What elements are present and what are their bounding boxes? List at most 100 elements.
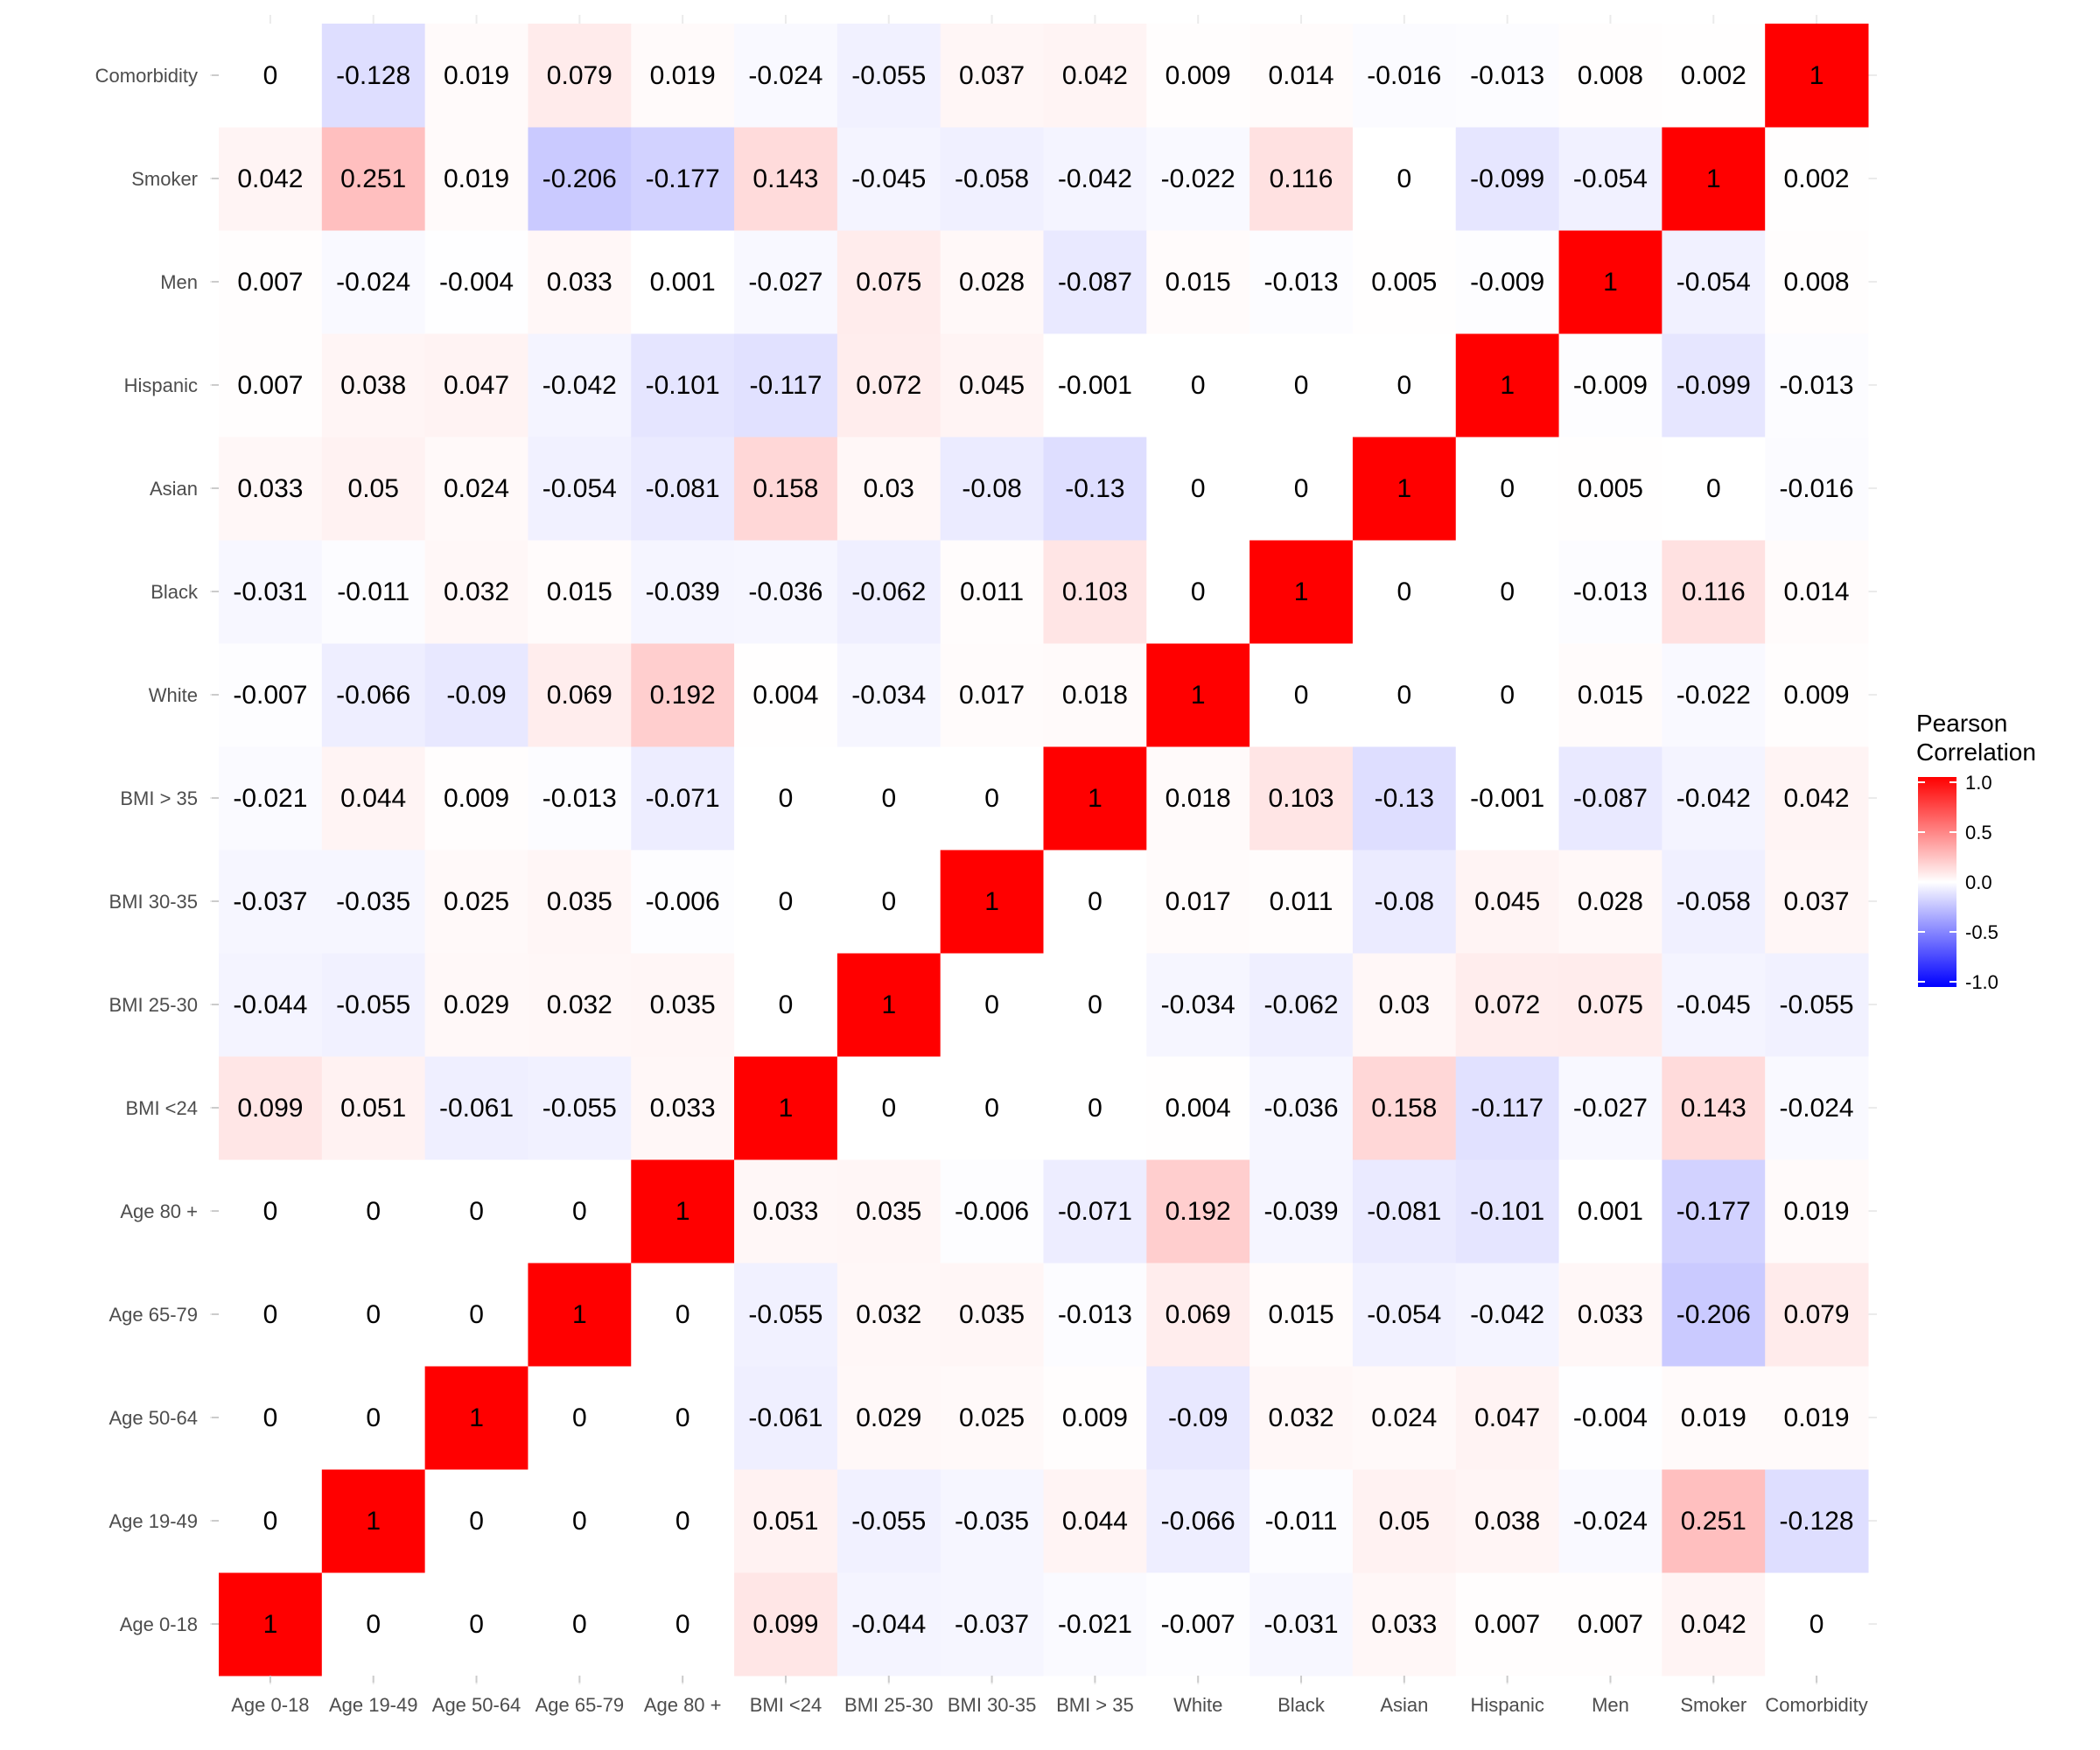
heatmap-cell — [1043, 1572, 1147, 1676]
heatmap-cell — [1250, 1366, 1354, 1470]
cell-value-label: -0.087 — [1058, 268, 1132, 297]
cell-value-label: 0.079 — [1784, 1300, 1850, 1329]
cell-value-label: -0.011 — [337, 578, 410, 606]
heatmap-cell — [1765, 24, 1869, 128]
heatmap-cell — [1662, 1159, 1766, 1264]
heatmap-cell — [1455, 1572, 1560, 1676]
heatmap-cell — [1250, 1469, 1354, 1573]
heatmap-cell — [940, 953, 1044, 1057]
cell-value-label: 1 — [1706, 164, 1721, 193]
y-tick-label: Age 80 + — [120, 1200, 198, 1222]
cell-value-label: -0.061 — [439, 1094, 514, 1123]
heatmap-cell — [219, 1263, 323, 1367]
heatmap-cell — [219, 127, 323, 231]
cell-value-label: 0.007 — [1578, 1610, 1643, 1639]
cell-value-label: 1 — [469, 1404, 484, 1432]
heatmap-cell — [836, 230, 942, 334]
heatmap-cell — [1146, 746, 1250, 850]
heatmap-cell — [1455, 230, 1560, 334]
cell-value-label: 0 — [779, 784, 794, 813]
cell-value-label: -0.034 — [1161, 990, 1236, 1019]
heatmap-cell — [321, 746, 426, 850]
cell-value-label: 0 — [1397, 681, 1412, 710]
heatmap-cell — [321, 1469, 426, 1573]
x-tick-label: Hispanic — [1470, 1694, 1544, 1716]
x-tick-label: Men — [1592, 1694, 1629, 1716]
cell-value-label: -0.011 — [1265, 1507, 1338, 1536]
cell-value-label: 0.035 — [959, 1300, 1025, 1329]
heatmap-cell — [528, 1263, 632, 1367]
heatmap-cell — [734, 1469, 838, 1573]
cell-value-label: 0 — [779, 990, 794, 1019]
heatmap-cell — [424, 333, 528, 438]
cell-value-label: 0.004 — [1166, 1094, 1231, 1123]
cell-value-label: -0.024 — [336, 268, 410, 297]
cell-value-label: -0.037 — [233, 887, 307, 916]
heatmap-cell — [1043, 1056, 1147, 1160]
cell-value-label: -0.013 — [1264, 268, 1338, 297]
heatmap-cell — [1352, 643, 1457, 747]
cell-value-label: 0.035 — [856, 1197, 921, 1226]
cell-value-label: 0.033 — [752, 1197, 818, 1226]
cell-value-label: 0.045 — [1474, 887, 1540, 916]
heatmap-cell — [1765, 1366, 1869, 1470]
cell-value-label: 0.024 — [444, 474, 509, 503]
heatmap-cell — [940, 746, 1044, 850]
cell-value-label: -0.08 — [962, 474, 1021, 503]
heatmap-cell — [1765, 953, 1869, 1057]
heatmap-cell — [734, 746, 838, 850]
heatmap-cell — [1146, 953, 1250, 1057]
heatmap-cell — [1146, 127, 1250, 231]
cell-value-label: -0.013 — [1780, 371, 1854, 400]
heatmap-cell — [1558, 540, 1662, 644]
heatmap-cell — [1352, 437, 1457, 541]
cell-value-label: -0.13 — [1375, 784, 1434, 813]
cell-value-label: 0 — [1191, 371, 1206, 400]
cell-value-label: -0.035 — [336, 887, 410, 916]
heatmap-cell — [734, 333, 838, 438]
cell-value-label: 0.019 — [1784, 1197, 1850, 1226]
cell-value-label: 0.251 — [1681, 1507, 1746, 1536]
heatmap-cell — [836, 24, 942, 128]
x-tick-label: Black — [1278, 1694, 1326, 1716]
legend-title-line-1: Pearson — [1916, 710, 2007, 737]
heatmap-cell — [1558, 437, 1662, 541]
cell-value-label: 1 — [1294, 578, 1309, 606]
cell-value-label: 0.032 — [856, 1300, 921, 1329]
heatmap-cell — [836, 1572, 942, 1676]
cell-value-label: -0.055 — [542, 1094, 617, 1123]
cell-value-label: -0.058 — [1676, 887, 1751, 916]
heatmap-cell — [1146, 230, 1250, 334]
cell-value-label: -0.054 — [1676, 268, 1751, 297]
heatmap-cell — [940, 333, 1044, 438]
heatmap-cell — [734, 437, 838, 541]
heatmap-cell — [1558, 1572, 1662, 1676]
cell-value-label: 1 — [1603, 268, 1618, 297]
cell-value-label: -0.062 — [1264, 990, 1338, 1019]
cell-value-label: 0.251 — [340, 164, 406, 193]
legend-tick-label: 0.0 — [1965, 872, 1992, 893]
heatmap-cell — [1146, 850, 1250, 954]
heatmap-cell — [1662, 437, 1766, 541]
heatmap-cell — [1250, 24, 1354, 128]
cell-value-label: 0.072 — [1474, 990, 1540, 1019]
heatmap-cell — [1352, 333, 1457, 438]
cell-value-label: -0.021 — [233, 784, 307, 813]
cell-value-label: 0.072 — [856, 371, 921, 400]
cell-value-label: -0.007 — [1161, 1610, 1236, 1639]
cell-value-label: -0.031 — [1264, 1610, 1338, 1639]
heatmap-cell — [836, 1366, 942, 1470]
heatmap-cell — [1455, 1469, 1560, 1573]
heatmap-cell — [321, 1159, 426, 1264]
cell-value-label: 0 — [366, 1610, 381, 1639]
heatmap-cell — [836, 437, 942, 541]
heatmap-cell — [1765, 1572, 1869, 1676]
heatmap-cell — [1455, 953, 1560, 1057]
cell-value-label: -0.001 — [1058, 371, 1132, 400]
heatmap-cell — [528, 24, 632, 128]
cell-value-label: 0.009 — [1166, 61, 1231, 90]
cell-value-label: -0.042 — [542, 371, 617, 400]
cell-value-label: 0 — [263, 1197, 278, 1226]
heatmap-cell — [424, 1056, 528, 1160]
heatmap-cell — [1146, 1366, 1250, 1470]
